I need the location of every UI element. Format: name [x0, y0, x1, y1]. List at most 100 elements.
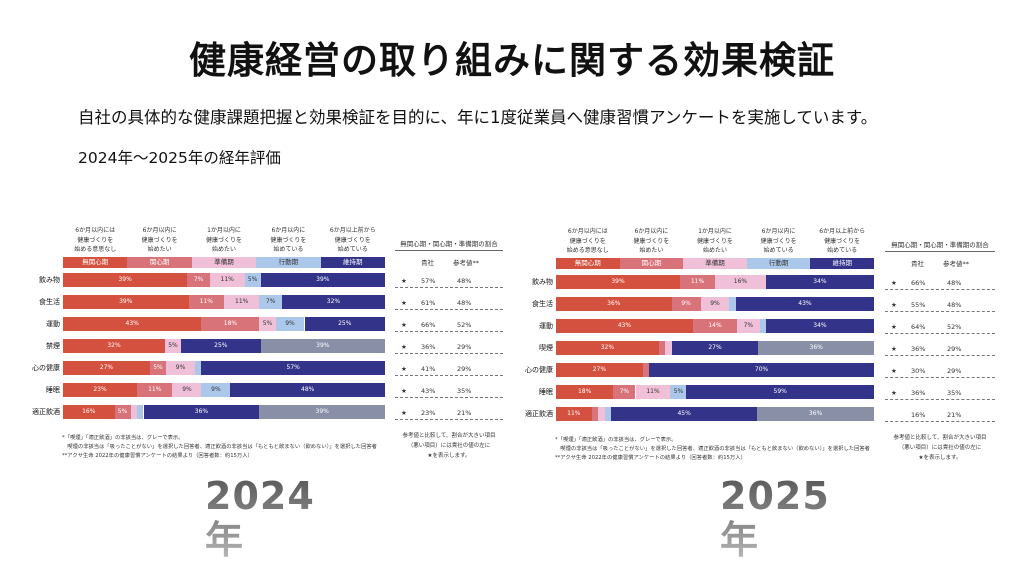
- category-label: 飲み物: [532, 278, 553, 286]
- category-label: 飲み物: [39, 276, 60, 284]
- table-row: ★ 66% 48%: [885, 276, 995, 290]
- bar-segment: 7%: [737, 319, 760, 333]
- table-row: ★ 23% 21%: [395, 406, 503, 420]
- category-label: 心の健康: [525, 366, 553, 374]
- reference-value: 35%: [947, 389, 962, 397]
- bar-segment: 5%: [259, 317, 276, 331]
- star-marker: ★: [401, 321, 407, 329]
- own-value: 30%: [911, 367, 926, 375]
- bar-segment: [665, 341, 672, 355]
- legend-行動期: 行動期: [746, 258, 811, 269]
- bar-segment: 9%: [700, 297, 730, 311]
- star-marker: ★: [891, 367, 897, 375]
- bar-segment: 18%: [201, 317, 260, 331]
- bar-segment: 57%: [201, 361, 385, 375]
- table-row: ★ 36% 35%: [885, 386, 995, 400]
- bar-segment: 43%: [735, 297, 874, 311]
- legend-無関心期: 無関心期: [556, 258, 620, 269]
- bar-segment: 5%: [670, 385, 687, 399]
- category-label: 睡眠: [539, 388, 553, 396]
- footnote: 喫煙の非該当は「吸ったことがない」を選択した回答者、適正飲酒の非該当は「もともと…: [555, 446, 870, 452]
- own-value: 64%: [911, 323, 926, 331]
- table-row: ★ 61% 48%: [395, 296, 503, 310]
- reference-value: 29%: [457, 365, 472, 373]
- bar-segment: 39%: [63, 295, 189, 309]
- category-label: 適正飲酒: [32, 408, 60, 416]
- table-note: 参考値と比較して、割合が大きい項目 （悪い項目）には貴社の値の左に ★を表示しま…: [402, 433, 496, 459]
- legend-関心期: 関心期: [619, 258, 684, 269]
- legend-無関心期: 無関心期: [63, 257, 128, 268]
- table-header: 無関心期・関心期・準備期の割合: [395, 238, 503, 251]
- bar-segment: [642, 363, 650, 377]
- bar-segment: 11%: [137, 383, 173, 397]
- bar-segment: 11%: [635, 385, 671, 399]
- bar-segment: 11%: [680, 275, 715, 289]
- own-value: 23%: [421, 409, 436, 417]
- bar-segment: 34%: [765, 319, 874, 333]
- category-label: 心の健康: [32, 364, 60, 372]
- bar-segment: 32%: [556, 341, 659, 355]
- footnote: 喫煙の非該当は「吸ったことがない」を選択した回答者、適正飲酒の非該当は「もともと…: [62, 444, 377, 450]
- bar-segment: 32%: [63, 339, 166, 353]
- bar-segment: 39%: [259, 405, 385, 419]
- bar-segment: 43%: [556, 319, 693, 333]
- stage-description: 6か月以上前から 健康づくりを 始めている: [819, 228, 866, 254]
- stage-description: 6か月以上前から 健康づくりを 始めている: [329, 227, 376, 253]
- bar-segment: 39%: [260, 339, 385, 353]
- bar-segment: [195, 361, 202, 375]
- bar-segment: 7%: [259, 295, 282, 309]
- legend-関心期: 関心期: [127, 257, 192, 268]
- bar-segment: 9%: [275, 317, 305, 331]
- own-value: 61%: [421, 299, 436, 307]
- bar-segment: 36%: [757, 407, 874, 421]
- bar-segment: 18%: [556, 385, 614, 399]
- bar-segment: [658, 341, 666, 355]
- year-label: 2025年: [720, 474, 830, 562]
- bar-segment: 39%: [63, 273, 188, 287]
- table-col-own: 貴社: [421, 259, 434, 267]
- bar-segment: 9%: [671, 297, 701, 311]
- table-row: ★ 36% 29%: [395, 340, 503, 354]
- reference-value: 21%: [457, 409, 472, 417]
- bar-segment: 5%: [244, 273, 261, 287]
- category-label: 適正飲酒: [525, 410, 553, 418]
- stage-description: 6か月以内に 健康づくりを 始めている: [760, 228, 797, 254]
- own-value: 36%: [911, 345, 926, 353]
- reference-value: 48%: [947, 301, 962, 309]
- bar-segment: 27%: [671, 341, 759, 355]
- star-marker: ★: [891, 279, 897, 287]
- bar-segment: 59%: [686, 385, 874, 399]
- stage-description: 6か月以内に 健康づくりを 始めたい: [633, 228, 670, 254]
- bar-segment: 9%: [172, 383, 202, 397]
- table-row: ★ 66% 52%: [395, 318, 503, 332]
- own-value: 57%: [421, 277, 436, 285]
- bar-segment: 14%: [692, 319, 738, 333]
- bar-segment: 23%: [63, 383, 138, 397]
- bar-segment: 43%: [63, 317, 202, 331]
- footnotes: *「喫煙」「適正飲酒」の非該当は、グレーで表示。 喫煙の非該当は「吸ったことがな…: [62, 434, 387, 461]
- star-marker: ★: [401, 343, 407, 351]
- footnote: **アクサ生命 2022年の健康習慣アンケートの結果より（回答者数：約15万人）: [555, 455, 746, 461]
- reference-value: 48%: [947, 279, 962, 287]
- table-row: ★ 43% 35%: [395, 384, 503, 398]
- bar-segment: 11%: [556, 407, 592, 421]
- reference-value: 21%: [947, 411, 962, 419]
- own-value: 43%: [421, 387, 436, 395]
- star-marker: ★: [401, 409, 407, 417]
- star-marker: ★: [891, 323, 897, 331]
- reference-value: 52%: [457, 321, 472, 329]
- legend-準備期: 準備期: [683, 258, 747, 269]
- bar-segment: 36%: [143, 405, 260, 419]
- bar-segment: 48%: [230, 383, 385, 397]
- bar-segment: 27%: [556, 363, 643, 377]
- category-label: 喫煙: [539, 344, 553, 352]
- table-col-own: 貴社: [911, 260, 924, 268]
- table-row: 16% 21%: [885, 408, 995, 422]
- star-marker: ★: [401, 299, 407, 307]
- bar-segment: 16%: [715, 275, 766, 289]
- category-label: 禁煙: [46, 342, 60, 350]
- bar-segment: [604, 407, 612, 421]
- category-label: 運動: [539, 322, 553, 330]
- star-marker: ★: [891, 345, 897, 353]
- bar-segment: 5%: [165, 339, 181, 353]
